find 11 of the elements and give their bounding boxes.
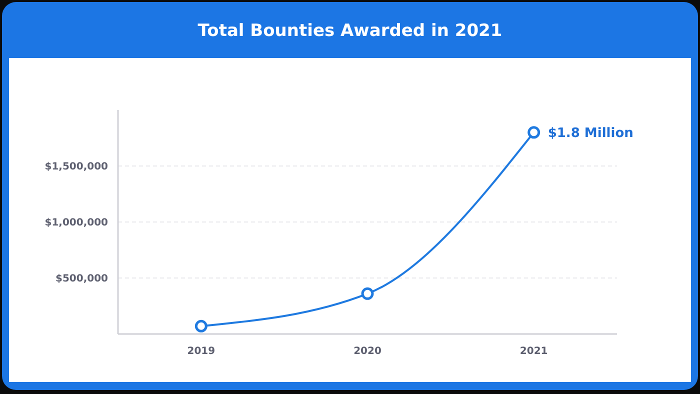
point — [194, 320, 208, 332]
x-tick-label: 2019 — [187, 346, 216, 357]
x-tick-label: 2020 — [354, 346, 382, 357]
point — [361, 287, 374, 300]
point — [528, 126, 540, 139]
y-tick-label: $1,500,000 — [44, 162, 108, 172]
x-tick-label: 2021 — [520, 346, 548, 357]
chart-title: Total Bounties Awarded in 2021 — [198, 21, 502, 41]
y-tick-label: $500,000 — [55, 274, 108, 284]
y-tick-label: $1,000,000 — [44, 218, 108, 228]
annotation: $1.8 Million — [548, 126, 634, 141]
